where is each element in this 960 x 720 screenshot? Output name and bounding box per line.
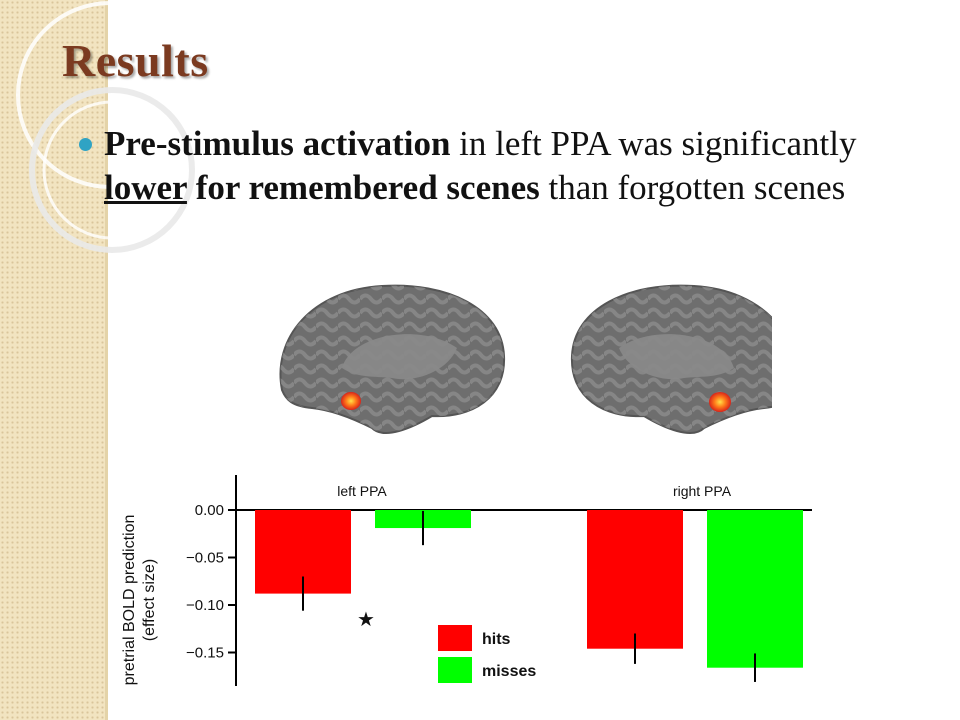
bar-misses: [707, 510, 803, 668]
y-axis-label-units: (effect size): [141, 559, 158, 641]
y-tick-label: −0.10: [186, 597, 224, 614]
right-hemisphere-brain: [570, 284, 772, 434]
legend-label-hits: hits: [482, 631, 511, 648]
y-tick-label: −0.15: [186, 645, 224, 662]
legend-label-misses: misses: [482, 663, 536, 680]
right-ppa-activation: [709, 392, 731, 412]
legend-swatch-hits: [438, 625, 472, 651]
bullet-bold-lead: Pre-stimulus activation: [104, 124, 451, 163]
bullet-dot: [79, 138, 92, 151]
legend-swatch-misses: [438, 657, 472, 683]
decorative-arcs: [16, 1, 200, 253]
significance-star: ★: [357, 609, 375, 631]
chart-marks: left PPA right PPA ★ hits misses: [255, 483, 803, 683]
sidebar-edge: [105, 0, 108, 720]
bullet-text-1: in left PPA was significantly: [450, 124, 857, 163]
bullet-bold-tail: for remembered scenes: [186, 168, 540, 207]
bullet-underlined: lower: [104, 168, 187, 207]
y-tick-label: −0.05: [186, 550, 224, 567]
bullet-text-2: than forgotten scenes: [539, 168, 846, 207]
bullet-text: Pre-stimulus activation in left PPA was …: [104, 122, 884, 210]
bar-hits: [587, 510, 683, 649]
left-ppa-activation: [341, 392, 361, 410]
slide-title: Results: [62, 35, 209, 86]
y-axis-label: pretrial BOLD prediction: [121, 515, 138, 686]
group-label: left PPA: [337, 483, 387, 499]
left-hemisphere-brain: [279, 284, 506, 434]
group-label: right PPA: [673, 483, 732, 499]
bar-chart: 0.00 −0.05 −0.10 −0.15 pretrial BOLD predict…: [121, 475, 812, 686]
brain-figure: [279, 284, 772, 434]
y-tick-label: 0.00: [195, 502, 224, 519]
